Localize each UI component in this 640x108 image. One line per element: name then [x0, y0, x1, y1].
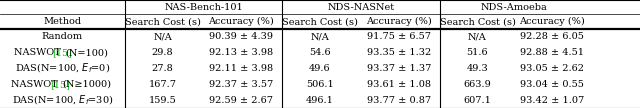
Text: 92.11 ± 3.98: 92.11 ± 3.98 — [209, 64, 273, 73]
Text: 51.6: 51.6 — [467, 48, 488, 57]
Text: [15]: [15] — [52, 48, 72, 57]
Text: DAS(N=100, $E_f$=30): DAS(N=100, $E_f$=30) — [12, 93, 113, 107]
Text: NDS-NASNet: NDS-NASNet — [328, 3, 394, 12]
Text: NASWOT: NASWOT — [13, 48, 63, 57]
Text: Search Cost (s): Search Cost (s) — [440, 17, 515, 26]
Text: 93.04 ± 0.55: 93.04 ± 0.55 — [520, 80, 584, 89]
Text: 93.05 ± 2.62: 93.05 ± 2.62 — [520, 64, 584, 73]
Text: Random: Random — [42, 32, 83, 41]
Text: 27.8: 27.8 — [152, 64, 173, 73]
Text: 496.1: 496.1 — [306, 96, 334, 105]
Text: 167.7: 167.7 — [148, 80, 177, 89]
Text: 92.37 ± 3.57: 92.37 ± 3.57 — [209, 80, 273, 89]
Text: NASWOT: NASWOT — [12, 80, 61, 89]
Text: 663.9: 663.9 — [463, 80, 492, 89]
Text: N/A: N/A — [468, 32, 487, 41]
Text: (N=100): (N=100) — [65, 48, 108, 57]
Text: NDS-Amoeba: NDS-Amoeba — [481, 3, 548, 12]
Text: 92.28 ± 6.05: 92.28 ± 6.05 — [520, 32, 584, 41]
Text: 607.1: 607.1 — [463, 96, 492, 105]
Text: 90.39 ± 4.39: 90.39 ± 4.39 — [209, 32, 273, 41]
Text: Search Cost (s): Search Cost (s) — [282, 17, 358, 26]
Text: [15]: [15] — [51, 80, 70, 89]
Text: (N≥1000): (N≥1000) — [62, 80, 111, 89]
Text: N/A: N/A — [310, 32, 330, 41]
Text: 506.1: 506.1 — [306, 80, 334, 89]
Text: 92.59 ± 2.67: 92.59 ± 2.67 — [209, 96, 273, 105]
Text: 93.35 ± 1.32: 93.35 ± 1.32 — [367, 48, 431, 57]
Text: 49.3: 49.3 — [467, 64, 488, 73]
Text: 92.13 ± 3.98: 92.13 ± 3.98 — [209, 48, 273, 57]
Text: 54.6: 54.6 — [309, 48, 331, 57]
Text: NAS-Bench-101: NAS-Bench-101 — [164, 3, 243, 12]
Text: Accuracy (%): Accuracy (%) — [519, 17, 585, 26]
Text: 93.77 ± 0.87: 93.77 ± 0.87 — [367, 96, 431, 105]
Text: DAS(N=100, $E_f$=0): DAS(N=100, $E_f$=0) — [15, 62, 110, 75]
Text: 92.88 ± 4.51: 92.88 ± 4.51 — [520, 48, 584, 57]
Text: 91.75 ± 6.57: 91.75 ± 6.57 — [367, 32, 431, 41]
Text: 93.37 ± 1.37: 93.37 ± 1.37 — [367, 64, 431, 73]
Text: 49.6: 49.6 — [309, 64, 331, 73]
Text: 159.5: 159.5 — [148, 96, 177, 105]
Text: 93.61 ± 1.08: 93.61 ± 1.08 — [367, 80, 431, 89]
Text: N/A: N/A — [153, 32, 172, 41]
Text: Accuracy (%): Accuracy (%) — [366, 17, 431, 26]
Text: Search Cost (s): Search Cost (s) — [125, 17, 200, 26]
Text: Method: Method — [44, 17, 81, 26]
Text: 29.8: 29.8 — [152, 48, 173, 57]
Text: Accuracy (%): Accuracy (%) — [209, 17, 274, 26]
Text: 93.42 ± 1.07: 93.42 ± 1.07 — [520, 96, 584, 105]
